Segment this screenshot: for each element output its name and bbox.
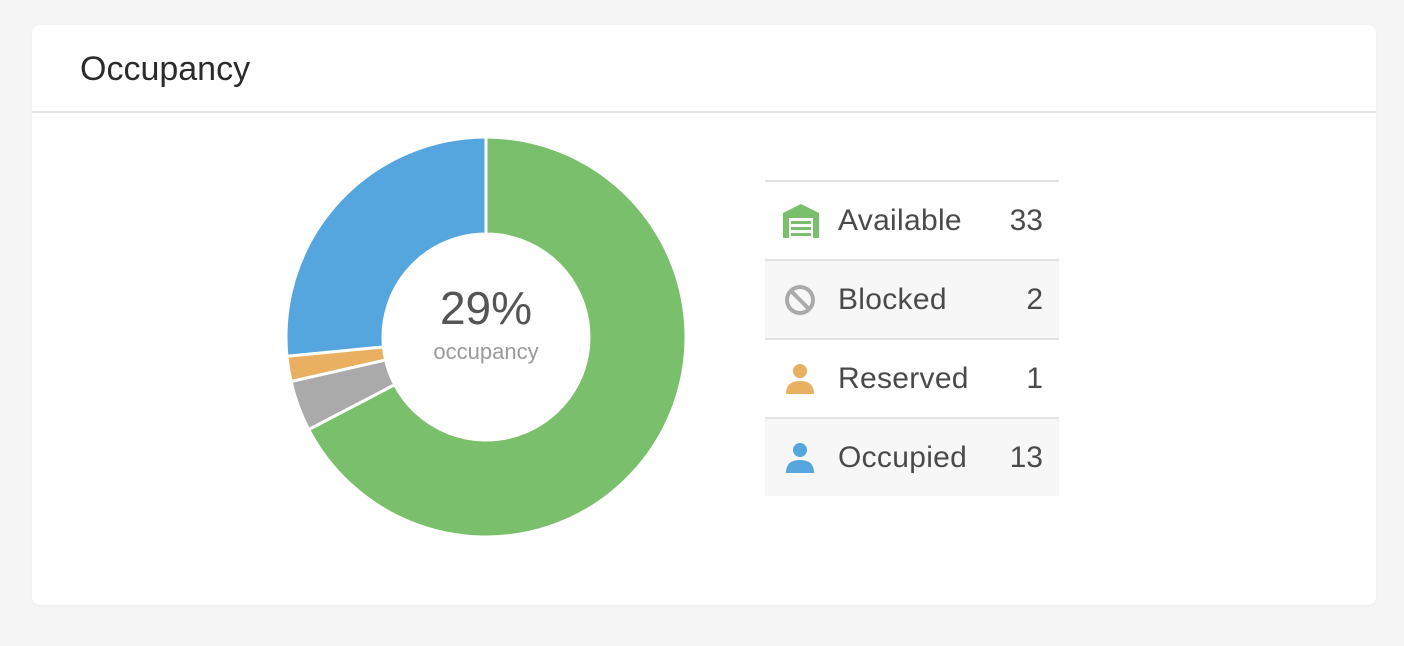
legend-row-occupied: Occupied 13 bbox=[765, 419, 1059, 496]
occupancy-card: Occupancy bbox=[32, 25, 1376, 605]
person-icon bbox=[786, 443, 814, 473]
donut-slice-available[interactable] bbox=[306, 137, 686, 537]
occupancy-percentage: 29% bbox=[439, 282, 533, 334]
legend-row-blocked: Blocked 2 bbox=[765, 261, 1059, 340]
legend-label: Available bbox=[838, 204, 962, 237]
card-header: Occupancy bbox=[32, 25, 1376, 113]
donut-slice-occupied[interactable] bbox=[286, 137, 488, 358]
legend-row-available: Available 33 bbox=[765, 182, 1059, 261]
garage-icon bbox=[783, 204, 819, 238]
occupancy-caption: occupancy bbox=[433, 339, 539, 364]
legend-label: Blocked bbox=[838, 283, 947, 316]
legend-value: 1 bbox=[1026, 362, 1043, 395]
blocked-icon bbox=[785, 285, 815, 315]
card-title: Occupancy bbox=[80, 50, 251, 88]
legend-label: Reserved bbox=[838, 362, 969, 395]
donut-chart bbox=[286, 137, 686, 537]
legend-label: Occupied bbox=[838, 441, 968, 474]
legend-value: 33 bbox=[1009, 204, 1043, 237]
legend-value: 2 bbox=[1026, 283, 1043, 316]
chart-legend: Available 33 Blocked 2 Reserved 1 Occupi… bbox=[765, 180, 1059, 496]
legend-row-reserved: Reserved 1 bbox=[765, 340, 1059, 419]
person-icon bbox=[786, 364, 814, 394]
legend-value: 13 bbox=[1009, 441, 1043, 474]
